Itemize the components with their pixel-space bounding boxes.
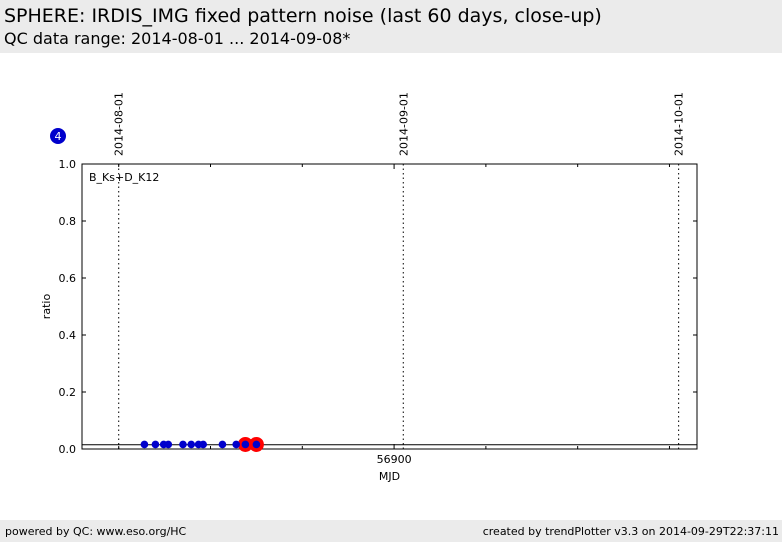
data-point [179, 440, 187, 449]
data-point [218, 440, 227, 449]
data-point [199, 440, 207, 449]
y-axis-label: ratio [40, 294, 53, 320]
y-tick-label: 0.0 [59, 443, 77, 456]
header-bar: SPHERE: IRDIS_IMG fixed pattern noise (l… [0, 0, 782, 53]
data-point [241, 440, 250, 449]
x-axis-label: MJD [379, 470, 400, 483]
page-subtitle: QC data range: 2014-08-01 ... 2014-09-08… [4, 29, 351, 48]
data-point [252, 440, 261, 449]
y-tick-label: 0.4 [59, 329, 77, 342]
footer-generator: created by trendPlotter v3.3 on 2014-09-… [482, 525, 779, 538]
date-marker-label: 2014-09-01 [397, 92, 410, 156]
y-tick-label: 0.8 [59, 215, 77, 228]
data-point [151, 440, 160, 449]
date-marker-label: 2014-10-01 [673, 92, 686, 156]
data-point [232, 440, 241, 449]
y-tick-label: 0.6 [59, 272, 77, 285]
data-point [187, 440, 196, 449]
plot-frame [81, 163, 698, 450]
footer-bar: powered by QC: www.eso.org/HC created by… [0, 520, 782, 542]
chart: 2014-08-01 2014-09-01 2014-10-01 0.0 0.2 0.4 0… [40, 92, 698, 483]
page-title: SPHERE: IRDIS_IMG fixed pattern noise (l… [4, 5, 602, 27]
x-tick-label: 56900 [377, 453, 412, 466]
badge-count: 4 [55, 130, 62, 143]
date-marker-label: 2014-08-01 [113, 92, 126, 156]
footer-credit: powered by QC: www.eso.org/HC [5, 525, 187, 538]
y-tick-label: 1.0 [59, 158, 77, 171]
badge-circle [50, 128, 66, 144]
panel-label: B_Ks+D_K12 [89, 171, 159, 184]
y-tick-label: 0.2 [59, 386, 77, 399]
data-point [164, 440, 173, 449]
data-point [140, 440, 149, 449]
